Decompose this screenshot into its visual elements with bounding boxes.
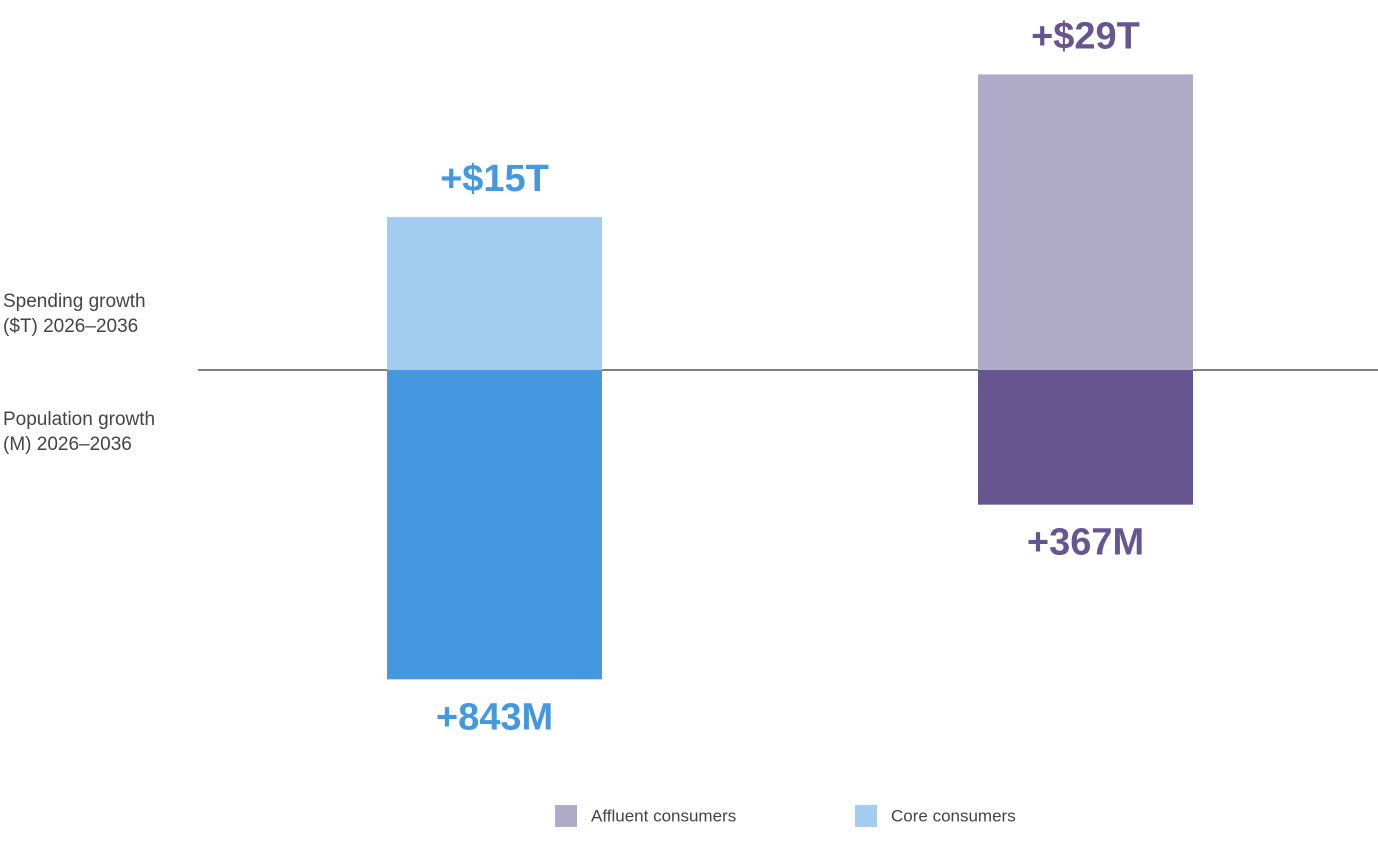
row-label: Spending growth: [3, 291, 146, 312]
value-label: +$15T: [440, 158, 549, 200]
legend-swatch: [555, 805, 577, 827]
bar: [978, 370, 1193, 505]
row-label: (M) 2026–2036: [3, 434, 132, 455]
legend-swatch: [855, 805, 877, 827]
row-label: Population growth: [3, 409, 155, 430]
bar: [387, 370, 602, 680]
legend-label: Core consumers: [891, 806, 1016, 825]
value-label: +367M: [1027, 522, 1144, 564]
value-label: +843M: [436, 696, 553, 738]
bar: [387, 217, 602, 370]
value-label: +$29T: [1031, 15, 1140, 57]
row-label: ($T) 2026–2036: [3, 316, 138, 337]
legend-label: Affluent consumers: [591, 806, 736, 825]
bar: [978, 74, 1193, 370]
